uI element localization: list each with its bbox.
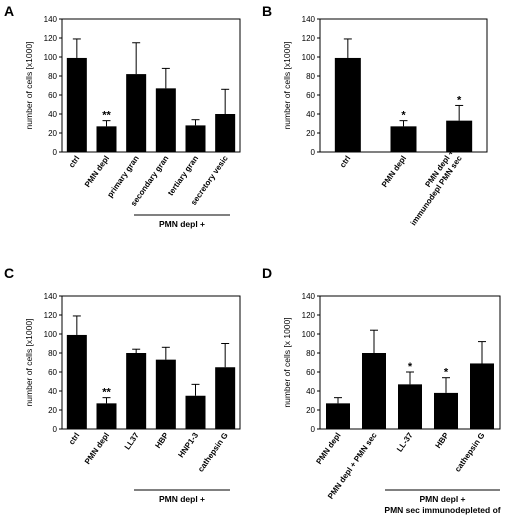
- bar: [362, 353, 386, 429]
- y-tick-label: 20: [48, 129, 57, 138]
- y-tick-label: 140: [44, 15, 58, 24]
- bar: [185, 395, 206, 429]
- y-axis-label: number of cells [x 1000]: [282, 317, 292, 407]
- bar: [215, 367, 236, 429]
- y-tick-label: 80: [48, 349, 57, 358]
- y-tick-label: 120: [302, 311, 316, 320]
- y-tick-label: 40: [48, 110, 57, 119]
- bar: [326, 403, 350, 429]
- x-tick-label: PMN depl: [380, 154, 408, 189]
- bar: [434, 392, 458, 429]
- y-axis-label: number of cells [x1000]: [24, 319, 34, 407]
- group-label: PMN depl +: [159, 219, 205, 229]
- x-tick-label: cathepsin G: [196, 431, 230, 474]
- x-tick-label: HBP: [153, 430, 170, 450]
- y-tick-label: 100: [302, 330, 316, 339]
- y-tick-label: 60: [48, 368, 57, 377]
- panel-d: D 0 20 40 60 80 100 120 140 number of cells [x 1…: [262, 265, 501, 515]
- bar: [96, 403, 117, 429]
- y-tick-label: 120: [44, 34, 58, 43]
- x-tick-label: LL37: [123, 431, 141, 452]
- bar: [185, 125, 206, 152]
- y-tick-label: 140: [302, 292, 316, 301]
- y-tick-label: 120: [302, 34, 316, 43]
- panel-a: A 0 20 40 60 80 100 120 140 number of cells [x10…: [4, 3, 241, 229]
- bar: [96, 126, 117, 152]
- significance-marker: *: [408, 361, 413, 373]
- y-tick-label: 0: [53, 148, 58, 157]
- bar: [334, 57, 361, 153]
- y-tick-label: 20: [306, 406, 315, 415]
- x-tick-label: HBP: [434, 430, 451, 450]
- y-tick-label: 20: [48, 406, 57, 415]
- y-tick-label: 100: [44, 53, 58, 62]
- group-label: PMN depl + PMN sec immunodepleted of: [384, 494, 500, 515]
- panel-letter-a: A: [4, 3, 14, 19]
- x-tick-label: cathepsin G: [453, 431, 487, 474]
- y-tick-label: 0: [311, 148, 316, 157]
- y-tick-label: 100: [302, 53, 316, 62]
- y-tick-label: 140: [44, 292, 58, 301]
- plot-frame: [61, 18, 241, 153]
- y-tick-label: 80: [306, 349, 315, 358]
- bar: [155, 88, 176, 152]
- bar: [126, 74, 147, 152]
- x-tick-label: PMN depl: [83, 431, 111, 466]
- y-tick-label: 80: [306, 72, 315, 81]
- y-axis-label: number of cells [x1000]: [282, 42, 292, 130]
- bar: [215, 114, 236, 152]
- x-tick-label: ctrl: [67, 431, 82, 446]
- panel-letter-b: B: [262, 3, 272, 19]
- significance-marker: **: [102, 387, 111, 399]
- y-tick-label: 120: [44, 311, 58, 320]
- x-tick-label: PMN depl: [314, 431, 342, 466]
- x-tick-label: HNP1-3: [176, 431, 200, 460]
- bar: [390, 126, 417, 152]
- panel-c: C 0 20 40 60 80 100 120 140 number of cells [x10…: [4, 265, 241, 504]
- bar: [66, 334, 87, 429]
- y-tick-label: 0: [53, 425, 58, 434]
- y-tick-label: 80: [48, 72, 57, 81]
- x-tick-label: ctrl: [338, 154, 353, 169]
- bar: [470, 363, 494, 429]
- x-tick-label: PMN depl +immunodepl PMN sec: [401, 148, 465, 227]
- significance-marker: *: [444, 367, 449, 379]
- group-label: PMN depl +: [159, 494, 205, 504]
- bar: [126, 353, 147, 429]
- x-tick-label: PMN depl: [83, 154, 111, 189]
- bar: [155, 359, 176, 429]
- panel-letter-c: C: [4, 265, 14, 281]
- bar: [446, 120, 473, 152]
- significance-marker: *: [457, 94, 462, 106]
- panel-letter-d: D: [262, 265, 272, 281]
- y-tick-label: 0: [311, 425, 316, 434]
- y-tick-label: 60: [306, 91, 315, 100]
- y-tick-label: 60: [48, 91, 57, 100]
- bar: [398, 384, 422, 429]
- significance-marker: *: [401, 110, 406, 122]
- y-tick-label: 60: [306, 368, 315, 377]
- y-tick-label: 40: [306, 387, 315, 396]
- y-tick-label: 20: [306, 129, 315, 138]
- x-tick-label: LL-37: [395, 431, 415, 454]
- y-tick-label: 40: [48, 387, 57, 396]
- x-tick-label: tertiary gran: [166, 154, 200, 197]
- y-tick-label: 40: [306, 110, 315, 119]
- significance-marker: **: [102, 110, 111, 122]
- y-tick-label: 100: [44, 330, 58, 339]
- plot-frame: [61, 295, 241, 430]
- panel-b: B 0 20 40 60 80 100 120 140 number of cells [x10…: [262, 3, 488, 227]
- bar: [66, 57, 87, 153]
- y-tick-label: 140: [302, 15, 316, 24]
- x-tick-label: ctrl: [67, 154, 82, 169]
- y-axis-label: number of cells [x1000]: [24, 42, 34, 130]
